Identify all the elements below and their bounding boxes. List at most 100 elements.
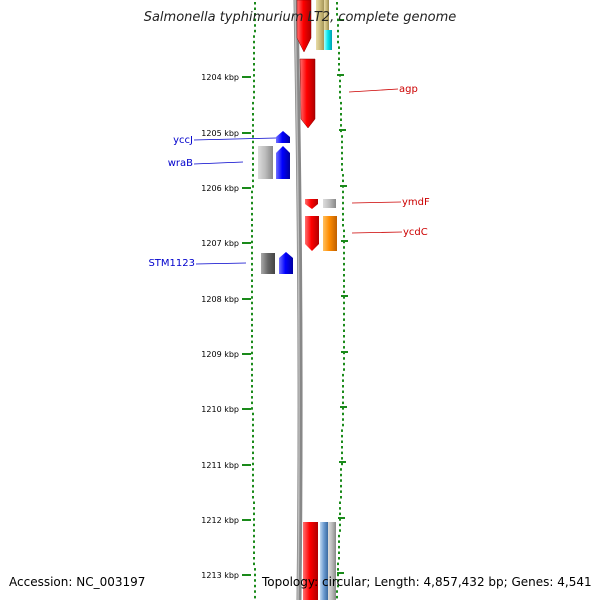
gene-top-khaki[interactable] [316, 0, 325, 50]
minor-tick [341, 462, 343, 466]
minor-tick [254, 584, 256, 588]
minor-tick [252, 174, 254, 177]
minor-tick [340, 107, 342, 110]
gene-label-yccJ[interactable]: yccJ [173, 135, 193, 146]
minor-tick [339, 96, 341, 99]
minor-tick [254, 579, 256, 582]
minor-tick [254, 29, 256, 33]
minor-tick [337, 24, 339, 27]
gene-bottom-gray[interactable] [328, 522, 336, 600]
gene-yccJ[interactable] [276, 131, 290, 143]
gene-top-cyan[interactable] [324, 0, 332, 50]
minor-tick [339, 507, 341, 510]
minor-tick [252, 140, 254, 144]
minor-tick [251, 240, 253, 244]
minor-tick [252, 185, 254, 188]
minor-tick [340, 484, 342, 488]
minor-tick [253, 68, 255, 72]
minor-tick [343, 285, 345, 288]
minor-tick [253, 529, 255, 532]
minor-tick [341, 429, 343, 432]
gene-label-STM1123[interactable]: STM1123 [148, 258, 195, 269]
scale-ticks [242, 76, 251, 576]
minor-tick [342, 407, 344, 410]
scale-label: 1212 kbp [201, 516, 239, 525]
minor-tick [252, 124, 254, 127]
gene-gray-STM1123[interactable] [261, 253, 275, 274]
right-tick-rail [336, 2, 345, 599]
minor-tick [343, 268, 345, 271]
gene-gray-ymdF[interactable] [323, 199, 336, 208]
scale-label: 1206 kbp [201, 184, 239, 193]
minor-tick [343, 246, 345, 249]
minor-tick [253, 545, 255, 549]
minor-tick [251, 401, 253, 405]
minor-tick [251, 246, 253, 249]
gene-ycdC[interactable] [323, 216, 337, 251]
minor-tick [341, 140, 343, 144]
minor-tick [254, 13, 256, 16]
gene-wraB[interactable] [276, 146, 290, 179]
minor-tick [251, 212, 253, 216]
minor-tick [343, 229, 345, 233]
minor-tick [341, 157, 343, 160]
minor-tick [251, 318, 253, 321]
minor-tick [251, 357, 253, 360]
scale-label: 1208 kbp [201, 295, 239, 304]
minor-tick [341, 151, 343, 155]
minor-tick [337, 584, 339, 588]
scale-label: 1211 kbp [201, 461, 239, 470]
minor-tick [342, 201, 344, 205]
minor-tick [251, 224, 253, 227]
minor-tick [251, 396, 253, 399]
minor-tick [251, 229, 253, 233]
minor-tick [342, 174, 344, 177]
minor-tick [251, 235, 253, 238]
minor-tick [251, 251, 253, 255]
minor-tick [339, 523, 341, 527]
minor-tick [342, 196, 344, 199]
gene-gray-left[interactable] [258, 146, 273, 179]
gene-agp[interactable] [299, 58, 316, 129]
minor-tick [339, 85, 341, 88]
right-major-ticks [337, 19, 348, 574]
gene-red-ycdC[interactable] [305, 216, 319, 251]
minor-tick [253, 540, 255, 543]
gene-label-wraB[interactable]: wraB [168, 158, 193, 169]
gene-label-ycdC[interactable]: ycdC [403, 227, 428, 238]
minor-tick [341, 146, 343, 149]
minor-tick [252, 129, 254, 133]
minor-tick [251, 312, 253, 316]
minor-tick [252, 423, 254, 427]
gene-bottom-red[interactable] [303, 522, 318, 600]
minor-tick [254, 595, 256, 599]
minor-tick [342, 412, 344, 416]
minor-tick [343, 296, 345, 299]
minor-tick [251, 373, 253, 377]
gene-bottom-steel[interactable] [320, 522, 328, 600]
gene-STM1123[interactable] [279, 252, 293, 274]
scale-label: 1205 kbp [201, 129, 239, 138]
gene-label-ymdF[interactable]: ymdF [402, 197, 430, 208]
minor-tick [338, 51, 340, 55]
gene-top-red[interactable] [296, 0, 312, 53]
minor-tick [253, 551, 255, 554]
minor-tick [340, 490, 342, 493]
minor-tick [340, 473, 342, 477]
gene-ymdF[interactable] [305, 199, 318, 209]
minor-tick [341, 168, 343, 171]
minor-tick [251, 201, 253, 205]
minor-tick [253, 63, 255, 66]
minor-tick [251, 335, 253, 338]
minor-tick [339, 512, 341, 516]
minor-tick [251, 285, 253, 288]
minor-tick [336, 2, 338, 5]
minor-tick [337, 568, 339, 571]
minor-tick [251, 262, 253, 266]
minor-tick [336, 590, 338, 593]
minor-tick [343, 251, 345, 255]
minor-tick [254, 7, 256, 10]
gene-label-agp[interactable]: agp [399, 84, 418, 95]
minor-tick [340, 468, 342, 471]
minor-tick [337, 40, 339, 44]
